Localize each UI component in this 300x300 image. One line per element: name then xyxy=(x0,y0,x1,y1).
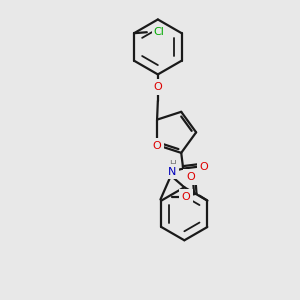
Text: N: N xyxy=(168,167,177,176)
Text: O: O xyxy=(181,192,190,202)
Text: H: H xyxy=(169,160,176,169)
Text: O: O xyxy=(153,141,161,151)
Text: O: O xyxy=(186,172,195,182)
Text: O: O xyxy=(200,162,208,172)
Text: Cl: Cl xyxy=(154,27,165,37)
Text: O: O xyxy=(154,82,162,92)
